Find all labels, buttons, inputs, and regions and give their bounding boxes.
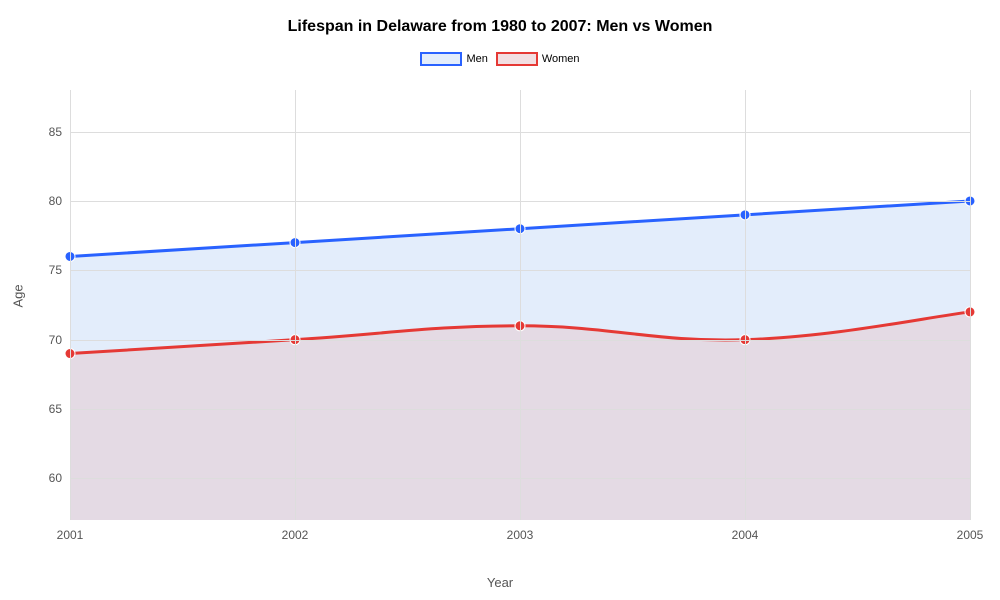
x-tick-label: 2005 — [957, 528, 984, 542]
legend: Men Women — [0, 52, 1000, 66]
x-tick-label: 2004 — [732, 528, 759, 542]
y-tick-label: 85 — [49, 125, 62, 139]
legend-label-women: Women — [542, 53, 580, 65]
grid-line-vertical — [70, 90, 71, 520]
plot-area: 60657075808520012002200320042005 — [70, 90, 970, 520]
x-tick-label: 2003 — [507, 528, 534, 542]
x-tick-label: 2001 — [57, 528, 84, 542]
legend-item-women: Women — [496, 52, 580, 66]
y-tick-label: 75 — [49, 263, 62, 277]
y-tick-label: 80 — [49, 194, 62, 208]
grid-line-vertical — [745, 90, 746, 520]
legend-swatch-men — [420, 52, 462, 66]
grid-line-vertical — [520, 90, 521, 520]
legend-label-men: Men — [466, 53, 487, 65]
legend-swatch-women — [496, 52, 538, 66]
chart-container: Lifespan in Delaware from 1980 to 2007: … — [0, 0, 1000, 600]
x-axis-label: Year — [487, 575, 513, 590]
grid-line-vertical — [295, 90, 296, 520]
y-tick-label: 65 — [49, 402, 62, 416]
y-axis-label: Age — [11, 284, 26, 307]
chart-title: Lifespan in Delaware from 1980 to 2007: … — [0, 0, 1000, 36]
y-tick-label: 70 — [49, 333, 62, 347]
y-tick-label: 60 — [49, 471, 62, 485]
grid-line-vertical — [970, 90, 971, 520]
x-tick-label: 2002 — [282, 528, 309, 542]
legend-item-men: Men — [420, 52, 487, 66]
